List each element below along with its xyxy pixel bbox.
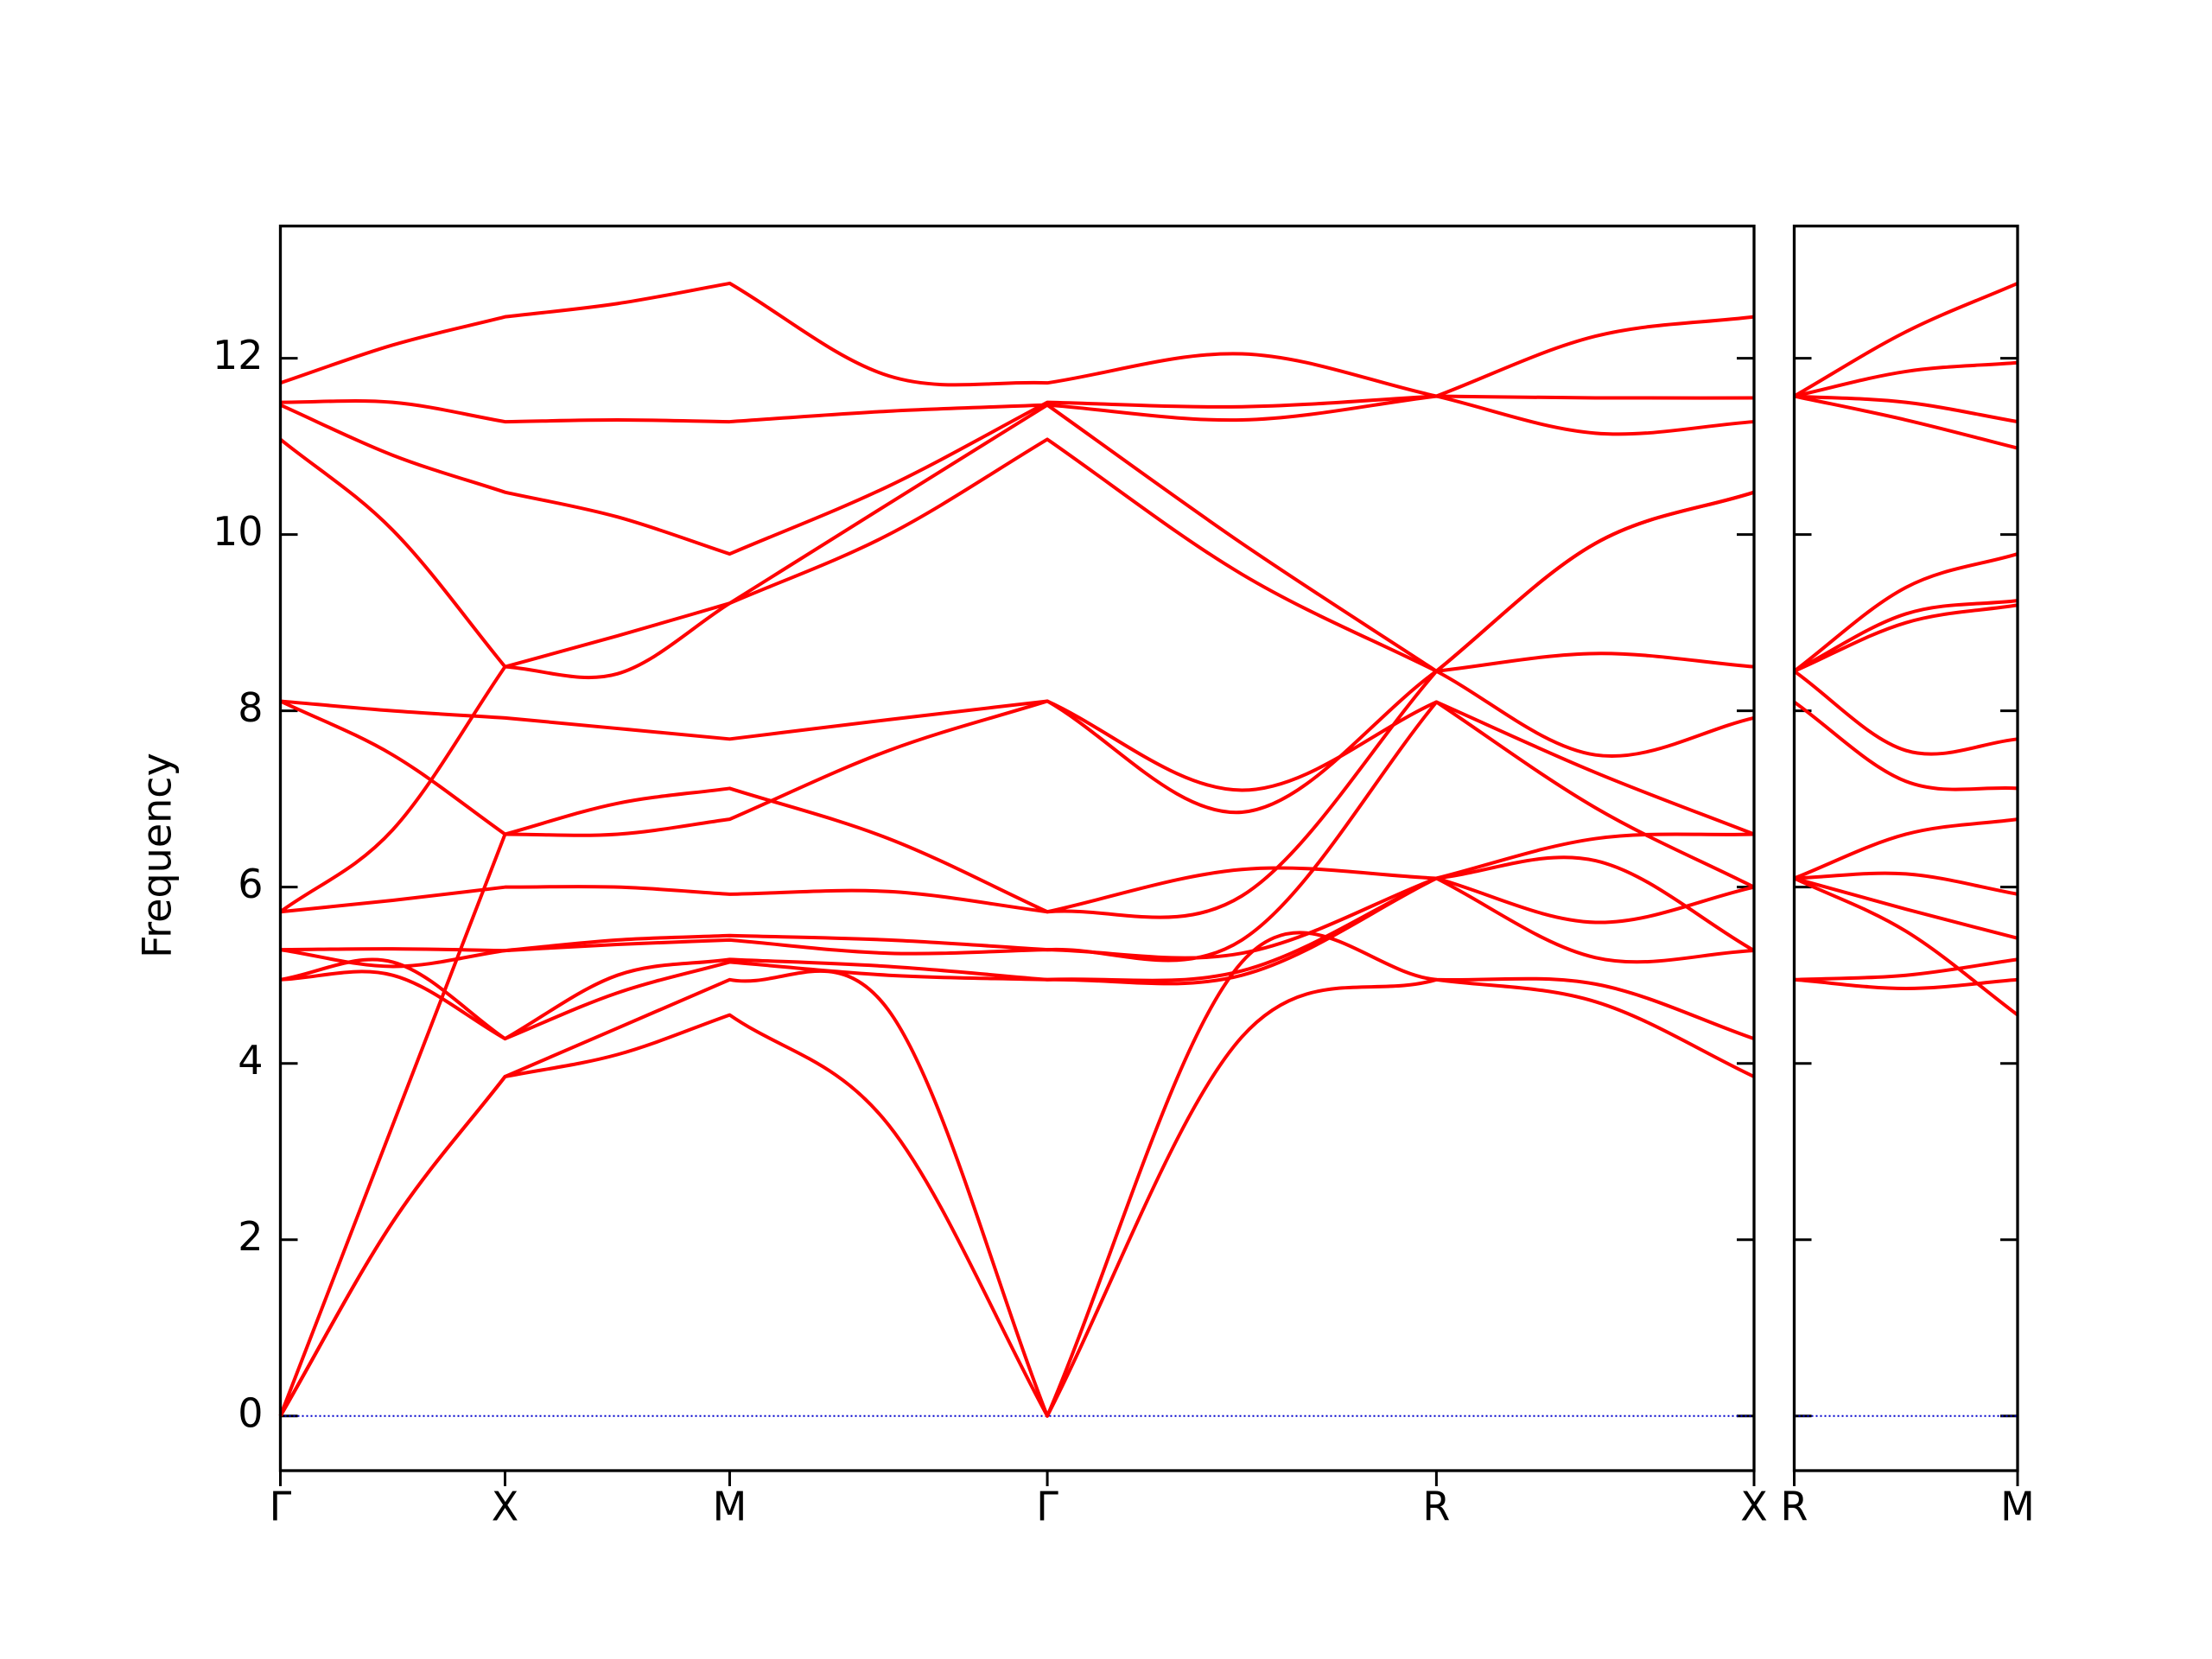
band-line: [1794, 394, 2018, 424]
y-tick-label: 8: [238, 684, 263, 731]
band-line: [1794, 394, 2018, 450]
band-line: [280, 699, 1755, 889]
band-line: [278, 931, 1755, 1418]
y-tick-label: 0: [238, 1389, 263, 1436]
band-line: [1794, 957, 2018, 982]
x-tick-label: X: [1740, 1484, 1768, 1530]
x-tick-label: R: [1422, 1484, 1450, 1530]
x-tick-label: R: [1781, 1484, 1808, 1530]
band-line: [279, 281, 1755, 398]
band-line: [279, 403, 1755, 673]
band-line: [279, 669, 1755, 837]
x-tick-label: Γ: [1036, 1484, 1058, 1530]
plot-frame: [1792, 224, 2019, 1472]
band-line: [1793, 670, 2018, 756]
band-line: [1793, 700, 2018, 791]
band-line: [280, 394, 1755, 424]
band-line: [280, 876, 1755, 1041]
x-tick-label: Γ: [270, 1484, 292, 1530]
plot-frame: [278, 224, 1756, 1472]
band-line: [1793, 876, 2019, 1017]
band-line: [280, 700, 1755, 963]
band-line: [1794, 360, 2018, 398]
y-axis-label: Frequency: [134, 753, 181, 958]
y-tick-label: 12: [213, 332, 264, 378]
y-tick-label: 4: [238, 1037, 263, 1084]
x-tick-label: X: [492, 1484, 519, 1530]
x-tick-label: M: [713, 1484, 747, 1530]
band-line: [279, 394, 1755, 556]
band-line: [1793, 552, 2018, 673]
band-line: [1793, 603, 2018, 673]
x-tick-label: M: [2000, 1484, 2035, 1530]
band-line: [1793, 876, 2018, 940]
band-line: [1793, 817, 2018, 880]
band-line: [1794, 871, 2018, 896]
y-tick-label: 6: [238, 861, 263, 907]
band-line: [1794, 977, 2018, 990]
band-line: [280, 652, 1755, 919]
y-tick-label: 10: [213, 508, 264, 555]
y-tick-label: 2: [238, 1213, 263, 1260]
band-line: [1793, 599, 2018, 673]
band-line: [1793, 282, 2018, 398]
band-line: [278, 786, 1755, 1417]
